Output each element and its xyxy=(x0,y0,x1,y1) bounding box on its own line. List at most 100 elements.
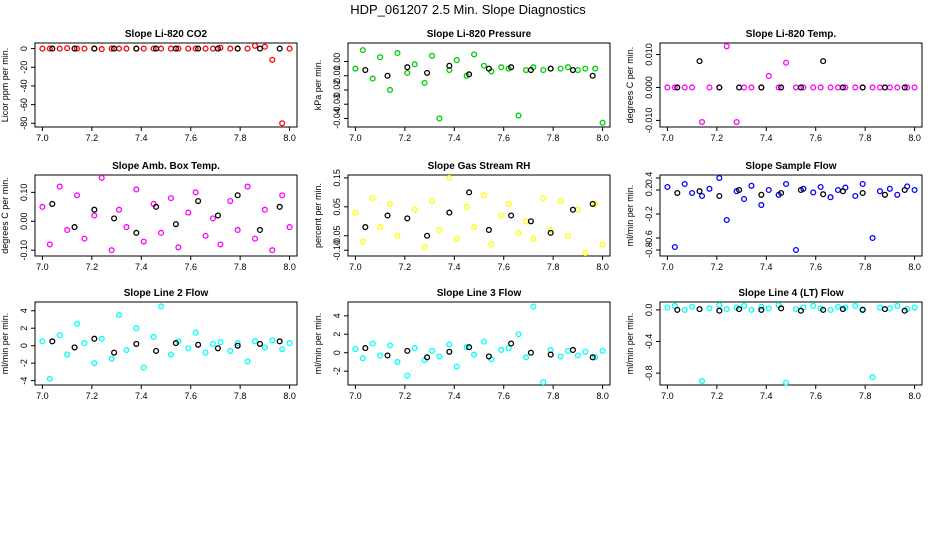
point xyxy=(463,344,470,351)
panel-title: Slope Line 3 Flow xyxy=(437,288,522,299)
x-tick-label: 7.4 xyxy=(135,133,148,143)
point xyxy=(192,189,199,196)
point xyxy=(480,192,487,199)
point xyxy=(49,45,56,52)
y-axis-label: degrees C per min. xyxy=(625,47,635,124)
point xyxy=(466,189,473,196)
point xyxy=(377,54,384,61)
point xyxy=(797,84,804,91)
point xyxy=(582,250,589,257)
point xyxy=(471,51,478,58)
point xyxy=(394,49,401,57)
panel-title: Slope Li-820 Temp. xyxy=(746,29,837,40)
point xyxy=(81,45,88,52)
point xyxy=(901,307,908,314)
point xyxy=(244,183,251,190)
point xyxy=(589,354,596,361)
y-tick-label: -0.03 xyxy=(332,94,342,115)
x-tick-label: 7.8 xyxy=(859,391,872,401)
plot-frame xyxy=(34,174,298,257)
point xyxy=(394,358,401,365)
point xyxy=(369,195,376,202)
panel-title: Slope Line 2 Flow xyxy=(124,288,209,299)
point xyxy=(852,84,859,91)
point xyxy=(384,212,391,219)
point xyxy=(256,340,263,347)
point xyxy=(765,305,772,312)
panel-title: Slope Sample Flow xyxy=(745,161,836,172)
point xyxy=(123,45,130,52)
x-tick-label: 7.2 xyxy=(399,262,412,272)
point xyxy=(111,215,118,222)
point xyxy=(251,42,259,49)
x-tick-label: 7.6 xyxy=(497,262,510,272)
x-tick-label: 7.6 xyxy=(184,133,197,143)
point xyxy=(706,185,713,192)
point xyxy=(261,206,268,213)
point xyxy=(98,46,105,53)
point xyxy=(797,186,804,194)
point xyxy=(466,344,473,351)
point xyxy=(217,339,224,346)
x-tick-label: 7.0 xyxy=(661,391,674,401)
point xyxy=(234,342,241,349)
point xyxy=(911,186,918,194)
point xyxy=(758,84,765,91)
point xyxy=(133,340,140,347)
point xyxy=(446,348,453,355)
point xyxy=(386,86,394,94)
point xyxy=(466,71,473,78)
point xyxy=(901,84,908,91)
x-tick-label: 7.8 xyxy=(859,262,872,272)
point xyxy=(453,235,460,242)
point xyxy=(133,186,140,193)
point xyxy=(234,45,241,52)
point xyxy=(217,241,224,248)
x-tick-label: 7.0 xyxy=(661,133,674,143)
y-tick-label: -0.4 xyxy=(644,334,654,350)
point xyxy=(527,349,534,356)
y-tick-label: 0.00 xyxy=(332,53,342,71)
point xyxy=(91,45,98,52)
x-tick-label: 7.6 xyxy=(184,391,197,401)
point xyxy=(123,347,130,354)
x-tick-label: 7.4 xyxy=(135,391,148,401)
point xyxy=(71,224,78,231)
point xyxy=(234,192,241,199)
point xyxy=(696,306,703,313)
point xyxy=(384,72,391,79)
point xyxy=(894,191,901,198)
point xyxy=(153,203,160,210)
point xyxy=(175,244,182,251)
point xyxy=(46,375,53,382)
point xyxy=(894,84,901,91)
point xyxy=(894,302,901,310)
point xyxy=(158,229,165,236)
x-tick-label: 7.4 xyxy=(760,133,773,143)
point xyxy=(394,232,401,239)
y-tick-label: -0.05 xyxy=(332,225,342,246)
point xyxy=(428,197,436,205)
point xyxy=(564,64,572,71)
point xyxy=(547,229,554,236)
point xyxy=(498,346,505,354)
point xyxy=(185,45,192,52)
point xyxy=(436,115,443,122)
point xyxy=(547,226,554,234)
point xyxy=(592,65,599,72)
point xyxy=(671,84,678,91)
point xyxy=(716,192,723,200)
point xyxy=(664,84,671,91)
point xyxy=(574,352,581,359)
point xyxy=(39,203,46,210)
point xyxy=(674,306,681,313)
point xyxy=(671,243,678,251)
point xyxy=(834,303,842,310)
point xyxy=(195,341,202,348)
point xyxy=(758,306,765,313)
point xyxy=(758,191,765,198)
point xyxy=(783,180,790,188)
point xyxy=(446,209,453,216)
point xyxy=(540,67,547,74)
point xyxy=(778,84,785,91)
